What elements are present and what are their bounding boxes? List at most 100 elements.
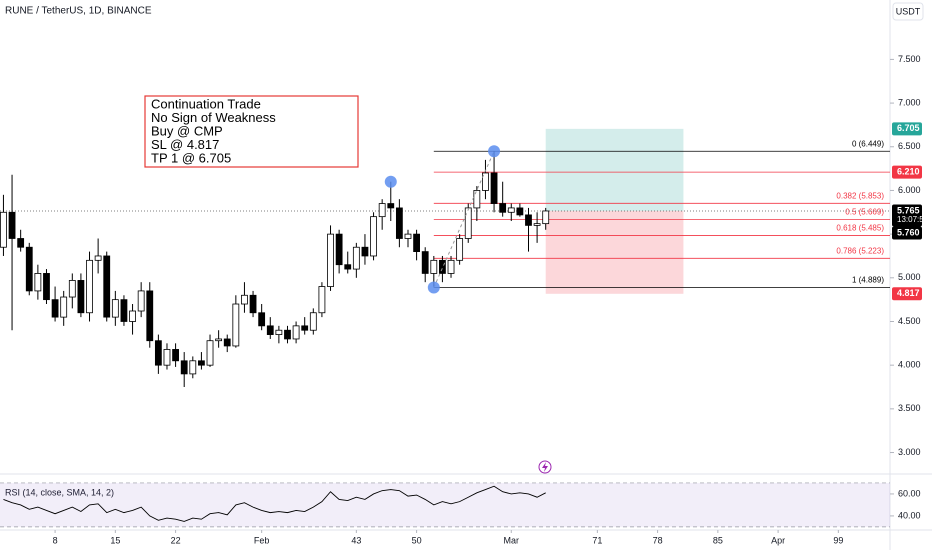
candle-body: [370, 216, 377, 257]
x-tick-label: 43: [351, 535, 361, 545]
rsi-band-fill: [0, 482, 890, 527]
candle-body: [464, 207, 472, 239]
candle-body: [34, 273, 42, 292]
candle-body: [490, 172, 498, 204]
x-tick-label: Feb: [254, 535, 270, 545]
candle-body: [309, 312, 317, 331]
candle-body: [180, 360, 188, 375]
candle-body: [163, 349, 171, 366]
y-tick-label: 4.000: [898, 360, 921, 370]
pivot-marker: [427, 281, 440, 294]
candle-body: [0, 211, 7, 248]
candle-body: [301, 325, 309, 331]
x-tick-label: 78: [653, 535, 663, 545]
alert-label-bg: [892, 165, 922, 179]
y-tick-label: 3.500: [898, 403, 921, 413]
candle-body: [482, 172, 489, 191]
candle-body: [292, 325, 300, 340]
annotation-line: Buy @ CMP: [151, 123, 223, 138]
fib-label: 0.618 (5.485): [836, 224, 884, 233]
candle-body: [223, 338, 231, 347]
target-label: 6.705: [897, 123, 920, 133]
annotation-line: TP 1 @ 6.705: [151, 150, 231, 165]
candle-body: [525, 214, 532, 226]
candle-body: [378, 203, 386, 218]
x-tick-label: 99: [833, 535, 843, 545]
y-tick-label: 6.500: [898, 141, 921, 151]
candle-body: [542, 210, 550, 225]
target-label-bg: [892, 122, 922, 136]
currency-button[interactable]: [892, 2, 924, 21]
fib-trend: [433, 151, 495, 288]
rsi-line: [3, 485, 546, 522]
fib-label: 0.786 (5.223): [836, 246, 884, 255]
y-tick-label: 7.000: [898, 97, 921, 107]
candle-body: [60, 296, 68, 318]
candle-body: [344, 264, 352, 270]
candle-body: [327, 233, 334, 287]
candle-body: [456, 238, 464, 261]
candle-body: [439, 259, 446, 274]
candle-body: [111, 299, 119, 318]
candle-body: [68, 280, 76, 298]
candle-body: [215, 338, 223, 342]
candle-body: [8, 211, 16, 239]
candle-body: [516, 207, 524, 216]
candle-body: [17, 238, 25, 248]
profit-zone: [545, 128, 684, 211]
candle-body: [421, 251, 429, 274]
candle-body: [25, 246, 33, 292]
y-tick-label: 6.000: [898, 185, 921, 195]
candle-body: [318, 286, 326, 314]
candle-body: [335, 233, 343, 266]
candle-body: [249, 294, 257, 314]
candle-body: [284, 329, 291, 340]
x-tick-label: 8: [53, 535, 58, 545]
stop-label: 4.817: [897, 288, 920, 298]
x-tick-label: 15: [110, 535, 120, 545]
candle-body: [77, 280, 85, 314]
candle-body: [266, 325, 274, 335]
candle-body: [43, 273, 50, 301]
candle-body: [395, 207, 403, 239]
x-tick-label: 85: [713, 535, 723, 545]
candle-body: [120, 299, 128, 322]
pivot-marker: [384, 175, 397, 188]
last-price-label-bg: [892, 204, 922, 227]
fib-label: 1 (4.889): [852, 276, 884, 285]
annotation-line: Continuation Trade: [151, 96, 261, 111]
x-tick-label: 22: [171, 535, 181, 545]
alert-label: 6.210: [897, 166, 920, 176]
annotation-box: [144, 95, 359, 168]
pivot-marker: [488, 145, 501, 158]
candle-body: [430, 259, 438, 274]
last-price-label: 5.765: [897, 205, 920, 215]
stop-label-bg: [892, 287, 922, 301]
candle-body: [352, 246, 360, 270]
candle-body: [404, 233, 412, 239]
bid-label: 5.760: [897, 227, 920, 237]
candle-body: [129, 310, 136, 322]
x-tick-label: Mar: [504, 535, 520, 545]
fib-label: 0.382 (5.853): [836, 191, 884, 200]
candle-body: [275, 329, 283, 335]
x-tick-label: 50: [412, 535, 422, 545]
rsi-label: RSI (14, close, SMA, 14, 2): [5, 487, 114, 497]
y-tick-label: 3.000: [898, 447, 921, 457]
candle-body: [387, 203, 395, 209]
y-tick-label: 5.000: [898, 272, 921, 282]
loss-zone: [545, 210, 684, 294]
bid-label-bg: [892, 226, 922, 240]
annotation-line: No Sign of Weakness: [151, 110, 276, 125]
candle-body: [447, 259, 455, 274]
candle-body: [533, 223, 541, 226]
rsi-tick-label: 40.00: [898, 510, 921, 520]
candle-body: [103, 255, 111, 318]
x-tick-label: 71: [592, 535, 602, 545]
candle-body: [94, 255, 102, 261]
candle-body: [86, 259, 93, 314]
candle-body: [206, 340, 214, 366]
candle-body: [258, 312, 266, 327]
candle-body: [473, 190, 481, 209]
